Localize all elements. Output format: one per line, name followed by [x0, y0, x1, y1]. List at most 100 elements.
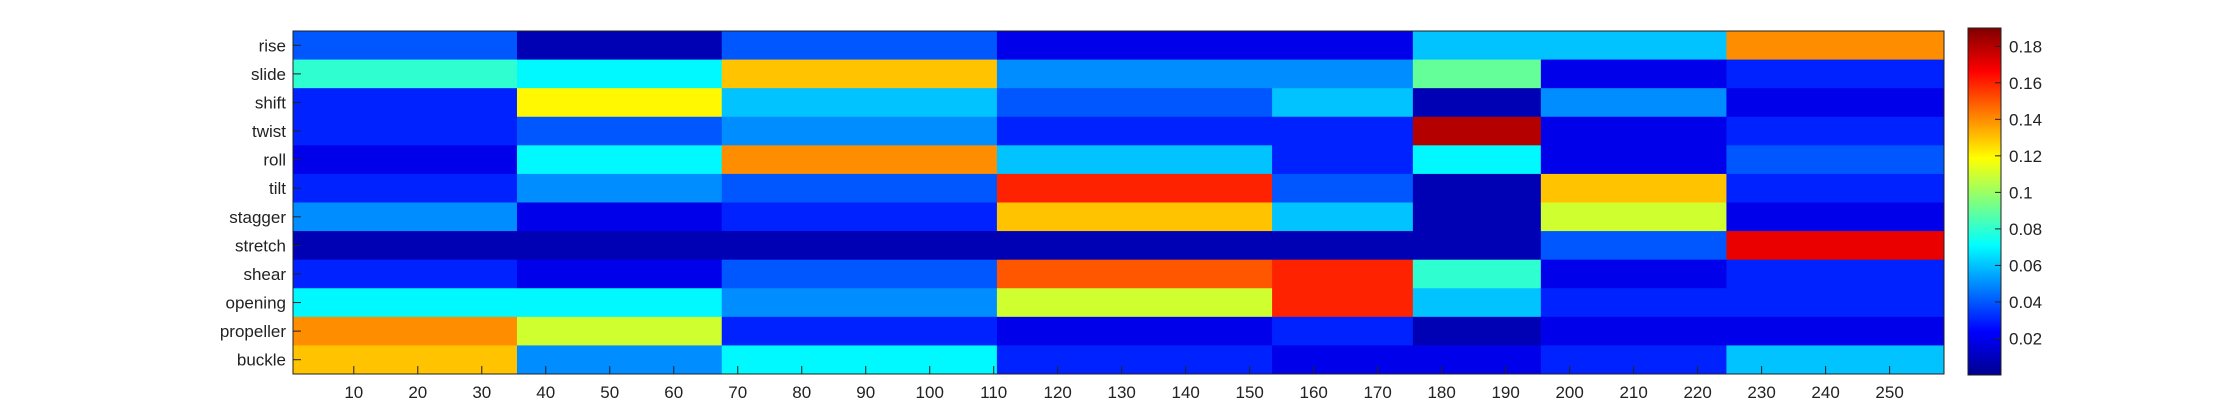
- x-tick-label: 140: [1172, 383, 1200, 402]
- heatmap-cell: [293, 345, 518, 375]
- heatmap-cell: [1272, 202, 1414, 232]
- x-tick-label: 50: [600, 383, 619, 402]
- x-tick-label: 210: [1619, 383, 1647, 402]
- heatmap-cell: [516, 116, 723, 146]
- row-label-shear: shear: [243, 265, 286, 284]
- heatmap-cell: [1412, 116, 1542, 146]
- heatmap-cell: [1540, 288, 1727, 318]
- heatmap-cell: [1540, 316, 1727, 346]
- heatmap-cell: [516, 259, 723, 289]
- x-tick-label: 90: [856, 383, 875, 402]
- x-tick-label: 80: [792, 383, 811, 402]
- heatmap-cell: [1540, 88, 1727, 118]
- heatmap-cell: [721, 231, 998, 261]
- heatmap-cell: [1540, 173, 1727, 203]
- x-tick-label: 230: [1747, 383, 1775, 402]
- heatmap-cell: [1726, 88, 1945, 118]
- heatmap-cell: [996, 259, 1273, 289]
- heatmap-cell: [1726, 173, 1945, 203]
- heatmap-cell: [1726, 31, 1945, 61]
- x-tick-label: 200: [1555, 383, 1583, 402]
- colorbar-tick-label: 0.16: [2009, 74, 2042, 93]
- heatmap-cell: [1272, 31, 1414, 61]
- heatmap-cell: [293, 116, 518, 146]
- heatmap-cell: [293, 316, 518, 346]
- heatmap-cell: [1272, 173, 1414, 203]
- heatmap-cell: [996, 173, 1273, 203]
- colorbar-tick-label: 0.14: [2009, 110, 2042, 129]
- row-label-opening: opening: [225, 294, 286, 313]
- heatmap-cell: [1726, 116, 1945, 146]
- x-tick-label: 220: [1683, 383, 1711, 402]
- heatmap-cell: [1412, 31, 1542, 61]
- heatmap-cell: [721, 316, 998, 346]
- x-tick-label: 100: [916, 383, 944, 402]
- heatmap-cell: [516, 316, 723, 346]
- x-tick-label: 120: [1044, 383, 1072, 402]
- colorbar-tick-label: 0.12: [2009, 147, 2042, 166]
- colorbar-tick-label: 0.02: [2009, 329, 2042, 348]
- heatmap-cell: [516, 231, 723, 261]
- heatmap-cell: [516, 345, 723, 375]
- heatmap-cell: [1412, 59, 1542, 89]
- heatmap-cell: [1726, 316, 1945, 346]
- heatmap-cell: [293, 145, 518, 175]
- colorbar-tick-label: 0.04: [2009, 293, 2042, 312]
- heatmap-cell: [1272, 259, 1414, 289]
- colorbar-tick-label: 0.08: [2009, 220, 2042, 239]
- heatmap-cell: [721, 31, 998, 61]
- heatmap-cell: [996, 31, 1273, 61]
- heatmap-cell: [1412, 259, 1542, 289]
- heatmap-cell: [516, 59, 723, 89]
- colorbar-gradient: [1967, 27, 2002, 376]
- x-tick-label: 190: [1491, 383, 1519, 402]
- row-label-rise: rise: [259, 36, 286, 55]
- x-tick-label: 160: [1299, 383, 1327, 402]
- heatmap-cell: [1726, 59, 1945, 89]
- heatmap-cell: [1540, 145, 1727, 175]
- heatmap-cell: [1272, 59, 1414, 89]
- heatmap-cell: [1272, 345, 1414, 375]
- x-tick-label: 180: [1427, 383, 1455, 402]
- x-tick-label: 40: [536, 383, 555, 402]
- x-tick-label: 30: [472, 383, 491, 402]
- heatmap-cell: [1412, 316, 1542, 346]
- heatmap-cell: [1540, 231, 1727, 261]
- heatmap-cell: [1272, 116, 1414, 146]
- heatmap-cell: [293, 231, 518, 261]
- x-tick-label: 240: [1811, 383, 1839, 402]
- heatmap-cell: [996, 88, 1273, 118]
- heatmap-cell: [721, 173, 998, 203]
- heatmap-cell: [293, 173, 518, 203]
- heatmap-cell: [1412, 231, 1542, 261]
- heatmap-cell: [1540, 31, 1727, 61]
- row-label-tilt: tilt: [269, 179, 286, 198]
- heatmap-cell: [1726, 202, 1945, 232]
- row-label-propeller: propeller: [220, 322, 286, 341]
- heatmap-cell: [996, 202, 1273, 232]
- heatmap-cell: [721, 145, 998, 175]
- heatmap-cell: [1412, 345, 1542, 375]
- row-label-twist: twist: [252, 122, 286, 141]
- x-tick-label: 60: [664, 383, 683, 402]
- heatmap-cell: [293, 88, 518, 118]
- x-tick-label: 150: [1235, 383, 1263, 402]
- heatmap-cell: [516, 31, 723, 61]
- heatmap-cell: [1726, 345, 1945, 375]
- heatmap-cell: [516, 173, 723, 203]
- row-label-stretch: stretch: [235, 236, 286, 255]
- x-tick-label: 20: [408, 383, 427, 402]
- heatmap-cell: [996, 345, 1273, 375]
- row-label-buckle: buckle: [237, 351, 286, 370]
- row-label-stagger: stagger: [229, 208, 286, 227]
- heatmap-cell: [1540, 202, 1727, 232]
- colorbar: 0.02 0.04 0.06 0.08 0.1 0.12 0.14 0.16 0.18: [1967, 27, 2042, 376]
- heatmap-cell: [1272, 145, 1414, 175]
- heatmap-cell: [1540, 259, 1727, 289]
- plot-frame: [292, 30, 1945, 375]
- heatmap-cell: [1726, 288, 1945, 318]
- heatmap-cell: [996, 145, 1273, 175]
- row-label-roll: roll: [263, 151, 286, 170]
- heatmap-cell: [721, 259, 998, 289]
